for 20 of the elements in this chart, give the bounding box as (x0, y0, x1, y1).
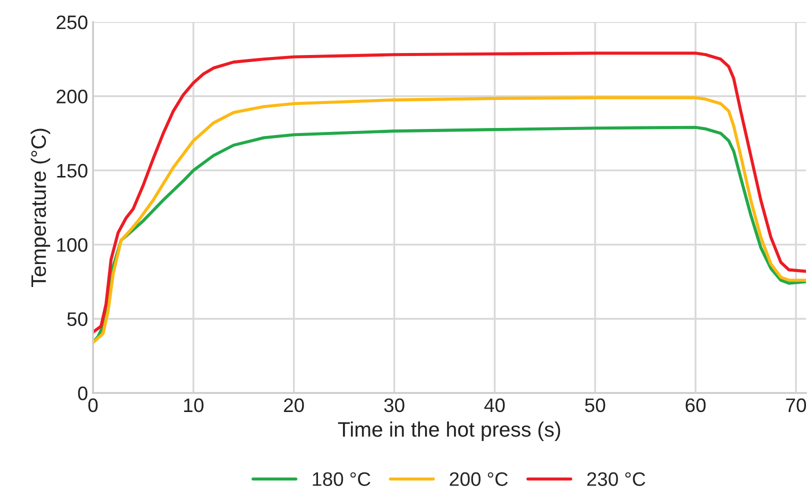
y-tick-label: 100 (57, 238, 88, 252)
line-series (93, 52, 806, 334)
y-tick-label: 250 (56, 15, 88, 30)
legend-label: 200 °C (450, 472, 508, 486)
x-tick-label: 20 (284, 398, 304, 412)
x-tick-label: 10 (184, 398, 204, 412)
y-tick-label: 200 (56, 90, 88, 104)
x-axis-title: Time in the hot press (s) (338, 422, 560, 441)
y-tick-label: 50 (67, 312, 88, 326)
y-axis-title: Temperature (°C) (30, 128, 50, 288)
x-tick-label: 60 (686, 398, 706, 412)
y-tick-label: 0 (78, 386, 88, 400)
x-tick-label: 30 (384, 398, 404, 412)
x-tick-label: 70 (786, 398, 806, 412)
x-tick-label: 40 (484, 398, 505, 412)
y-tick-label: 150 (57, 164, 88, 178)
legend-label: 230 °C (587, 472, 646, 486)
legend-label: 180 °C (312, 472, 370, 486)
x-tick-label: 50 (585, 398, 606, 412)
x-tick-label: 0 (88, 398, 98, 412)
